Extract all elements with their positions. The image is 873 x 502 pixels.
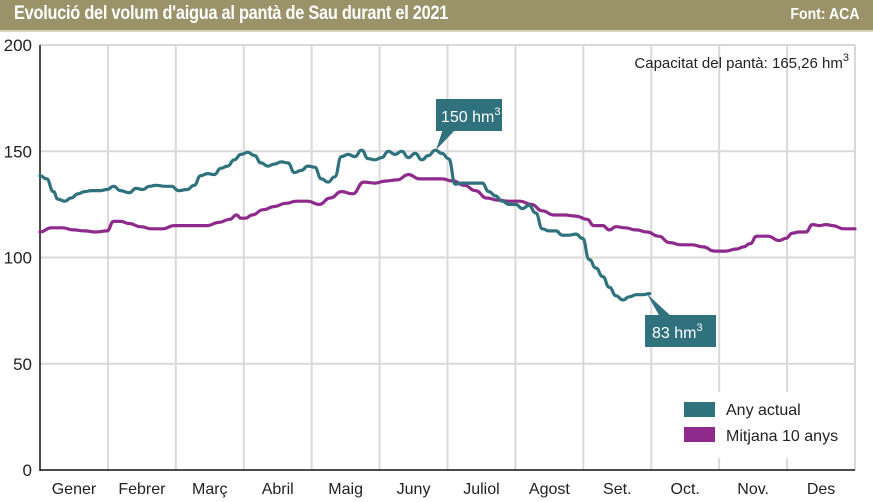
y-tick-label: 100 — [4, 249, 32, 268]
series-line-average — [38, 173, 857, 253]
chart-title: Evolució del volum d'aigua al pantà de S… — [14, 3, 449, 24]
callout-peak-pointer — [436, 129, 456, 150]
y-tick-label: 0 — [23, 461, 32, 480]
legend-swatch-average — [684, 427, 715, 442]
chart-source: Font: ACA — [789, 6, 859, 23]
callout-current-pointer — [647, 294, 672, 317]
y-tick-label: 150 — [4, 142, 32, 161]
callout-current-box — [645, 315, 716, 347]
legend: Any actual Mitjana 10 anys — [684, 402, 838, 445]
x-tick-label: Juny — [397, 481, 431, 498]
x-tick-label: Des — [807, 481, 835, 498]
callout-peak: 150 hm3 — [436, 99, 502, 150]
legend-label-average: Mitjana 10 anys — [726, 428, 838, 445]
callout-peak-label: 150 hm3 — [441, 106, 501, 126]
axes — [39, 45, 855, 471]
chart-header: Evolució del volum d'aigua al pantà de S… — [0, 0, 873, 32]
y-tick-label: 200 — [4, 36, 32, 55]
callout-current-label: 83 hm3 — [652, 322, 703, 342]
x-tick-label: Febrer — [118, 481, 166, 498]
x-tick-label: Juliol — [463, 481, 499, 498]
x-tick-label: Nov. — [737, 481, 769, 498]
callout-peak-box — [436, 99, 502, 131]
x-tick-label: Agost — [529, 481, 570, 498]
legend-label-actual: Any actual — [726, 402, 801, 419]
x-tick-label: Gener — [52, 481, 97, 498]
axis-labels: 0 50 100 150 200 Gener Febrer Març Abril Maig Juny… — [4, 36, 836, 498]
x-tick-label: Maig — [328, 481, 363, 498]
series-lines — [38, 148, 857, 302]
y-tick-label: 50 — [13, 355, 32, 374]
x-tick-label: Març — [192, 481, 228, 498]
series-line-actual — [38, 148, 652, 302]
x-tick-label: Abril — [262, 481, 294, 498]
capacity-note: Capacitat del pantà: 165,26 hm3 — [634, 52, 849, 72]
legend-swatch-actual — [684, 402, 715, 417]
callout-current: 83 hm3 — [645, 294, 716, 347]
x-tick-label: Set. — [603, 481, 631, 498]
x-tick-label: Oct. — [671, 481, 700, 498]
